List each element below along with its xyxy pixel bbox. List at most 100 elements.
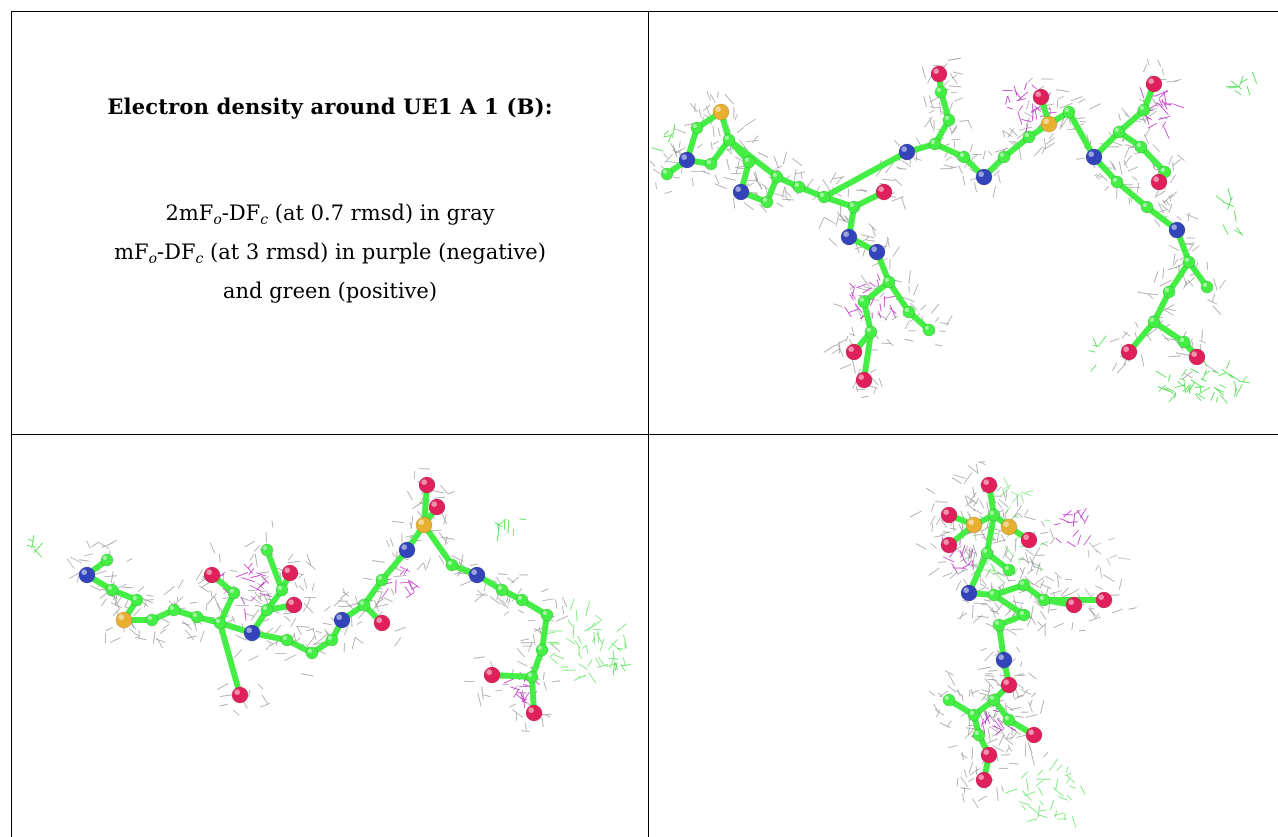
border-middle — [11, 434, 1278, 435]
atom-highlight — [715, 106, 721, 112]
atom-highlight — [1142, 202, 1147, 207]
legend-text-part: -DF — [157, 240, 196, 264]
atom-highlight — [542, 610, 548, 615]
atom-n — [243, 624, 261, 642]
atom-highlight — [692, 123, 697, 128]
atom-highlight — [978, 171, 984, 177]
atom-c — [722, 133, 736, 147]
atom-highlight — [944, 115, 949, 120]
atom-c — [857, 295, 871, 309]
atom-highlight — [871, 246, 877, 252]
mesh-lines — [651, 124, 676, 152]
atom-s — [1000, 518, 1018, 536]
atom-highlight — [968, 519, 974, 525]
atom-highlight — [848, 346, 854, 353]
atom-highlight — [1112, 177, 1117, 182]
atom-o — [1188, 348, 1206, 366]
density-mesh — [494, 518, 527, 542]
atom-o — [975, 771, 993, 789]
mesh-lines — [300, 616, 364, 653]
atom-highlight — [376, 617, 383, 623]
atom-highlight — [1148, 78, 1154, 84]
bond — [1066, 109, 1097, 160]
atom-highlight — [206, 569, 212, 575]
atom-highlight — [744, 157, 749, 162]
atom-highlight — [307, 648, 312, 653]
atom-c — [227, 586, 241, 600]
atom-highlight — [192, 612, 197, 617]
atom-highlight — [936, 87, 941, 92]
atom-highlight — [421, 479, 428, 485]
atom-o — [428, 498, 446, 516]
atom-c — [1134, 140, 1148, 154]
atom-highlight — [1068, 599, 1074, 605]
density-mesh — [1004, 758, 1086, 828]
atom-highlight — [1098, 594, 1104, 600]
atom-c — [1037, 593, 1051, 607]
atom-c — [987, 588, 1001, 602]
atom-highlight — [933, 68, 939, 74]
atom-highlight — [1164, 287, 1169, 292]
mesh-lines — [951, 461, 1003, 509]
legend-subscript: o — [148, 251, 158, 267]
legend-text-part: (at 3 rmsd) in purple (negative) — [203, 240, 546, 264]
atom-highlight — [102, 555, 107, 560]
density-mesh — [651, 124, 676, 152]
atom-highlight — [447, 560, 452, 565]
density-mesh — [951, 461, 1003, 509]
atom-highlight — [930, 139, 935, 144]
atom-c — [260, 603, 274, 617]
view-top-right — [649, 12, 1278, 434]
legend-subscript: o — [213, 212, 222, 228]
atom-highlight — [1023, 534, 1029, 540]
atom-highlight — [843, 231, 849, 237]
atom-highlight — [982, 548, 987, 553]
mesh-lines — [962, 150, 1001, 198]
density-mesh — [380, 566, 420, 600]
atom-c — [1147, 315, 1161, 329]
atom-highlight — [107, 585, 112, 590]
atom-c — [1162, 285, 1176, 299]
atom-c — [213, 616, 227, 630]
atom-highlight — [1043, 118, 1049, 124]
atom-o — [418, 476, 436, 494]
atom-highlight — [215, 618, 220, 623]
atom-highlight — [849, 202, 854, 207]
atom-c — [525, 670, 539, 684]
mesh-lines — [1215, 188, 1244, 237]
atom-highlight — [527, 672, 533, 677]
atom-c — [847, 200, 861, 214]
atom-o — [1145, 75, 1163, 93]
atom-c — [145, 613, 159, 627]
atom-n — [678, 151, 696, 169]
bond — [1114, 179, 1150, 210]
atom-highlight — [866, 327, 871, 332]
atom-highlight — [497, 585, 502, 590]
atom-highlight — [401, 544, 408, 550]
legend-line-2: mFo-DFc (at 3 rmsd) in purple (negative) — [114, 236, 546, 275]
border-center — [648, 11, 649, 837]
atom-c — [770, 170, 784, 184]
atom-c — [690, 121, 704, 135]
atom-highlight — [327, 635, 332, 640]
atom-c — [1137, 103, 1151, 117]
bond — [1151, 319, 1187, 345]
atom-c — [280, 633, 294, 647]
bond — [1166, 259, 1192, 295]
atom-c — [760, 195, 774, 209]
atom-c — [792, 180, 806, 194]
atom-c — [902, 305, 916, 319]
legend-text-part: mF — [114, 240, 149, 264]
atom-highlight — [1171, 224, 1177, 230]
mesh-lines — [1004, 758, 1086, 828]
bond — [421, 522, 455, 568]
atom-o — [940, 506, 958, 524]
atom-highlight — [1123, 346, 1129, 353]
atom-highlight — [81, 569, 87, 575]
atom-highlight — [859, 297, 864, 302]
atom-highlight — [1028, 729, 1034, 735]
mesh-lines — [1005, 700, 1049, 766]
atom-highlight — [528, 707, 534, 713]
atom-n — [898, 143, 916, 161]
